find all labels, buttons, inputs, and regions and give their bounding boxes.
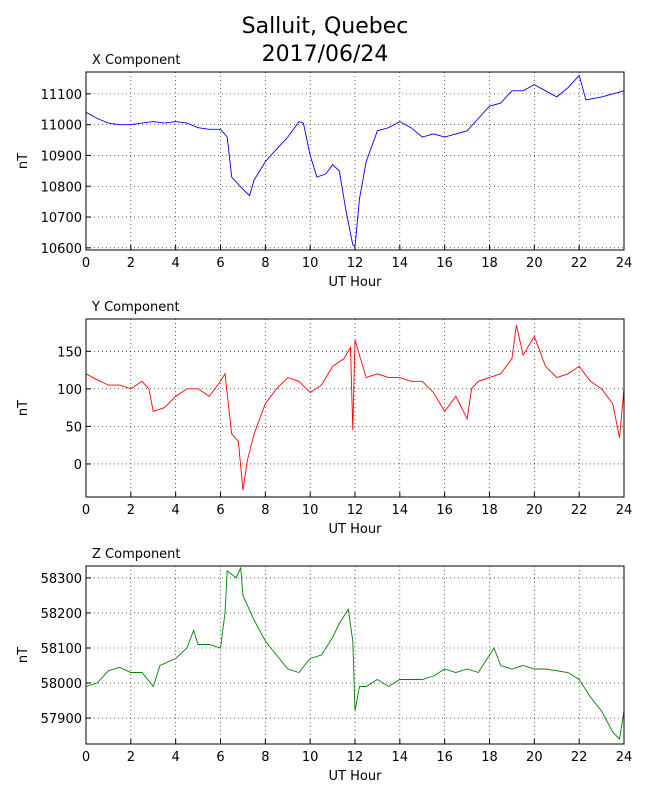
x-tick-label: 8 bbox=[261, 503, 269, 518]
y-tick-label: 11000 bbox=[41, 119, 82, 134]
x-tick-label: 24 bbox=[616, 750, 633, 765]
x-tick-label: 22 bbox=[571, 750, 588, 765]
y-axis-label: nT bbox=[16, 647, 31, 663]
x-tick-label: 24 bbox=[616, 503, 633, 518]
y-tick-label: 58100 bbox=[41, 642, 82, 657]
x-tick-label: 18 bbox=[481, 256, 498, 271]
y-axis-label: nT bbox=[16, 153, 31, 169]
x-tick-label: 20 bbox=[526, 750, 543, 765]
x-tick-label: 2 bbox=[127, 750, 135, 765]
x-tick-label: 14 bbox=[392, 750, 409, 765]
x-tick-label: 18 bbox=[481, 750, 498, 765]
subplot-title: X Component bbox=[92, 53, 181, 68]
y-tick-label: 58300 bbox=[41, 572, 82, 587]
y-tick-label: 58200 bbox=[41, 607, 82, 622]
x-tick-label: 18 bbox=[481, 503, 498, 518]
x-tick-label: 0 bbox=[82, 503, 90, 518]
x-tick-label: 16 bbox=[436, 256, 453, 271]
x-tick-label: 24 bbox=[616, 256, 633, 271]
figure-title: 2017/06/24 bbox=[262, 42, 389, 67]
data-line bbox=[85, 74, 625, 248]
x-tick-label: 12 bbox=[347, 256, 364, 271]
x-tick-label: 0 bbox=[82, 750, 90, 765]
x-tick-label: 16 bbox=[436, 750, 453, 765]
x-tick-label: 0 bbox=[82, 256, 90, 271]
subplot-title: Y Component bbox=[91, 300, 180, 315]
x-tick-label: 4 bbox=[172, 503, 180, 518]
y-tick-label: 50 bbox=[65, 420, 82, 435]
y-tick-label: 57900 bbox=[41, 712, 82, 727]
y-tick-label: 10800 bbox=[41, 180, 82, 195]
figure-title: Salluit, Quebec bbox=[242, 14, 409, 39]
x-tick-label: 22 bbox=[571, 503, 588, 518]
x-tick-label: 6 bbox=[216, 503, 224, 518]
data-line bbox=[85, 567, 625, 741]
x-tick-label: 16 bbox=[436, 503, 453, 518]
x-tick-label: 2 bbox=[127, 256, 135, 271]
x-tick-label: 14 bbox=[392, 503, 409, 518]
x-tick-label: 20 bbox=[526, 256, 543, 271]
y-tick-label: 11100 bbox=[41, 88, 82, 103]
y-tick-label: 10700 bbox=[41, 211, 82, 226]
y-tick-label: 10600 bbox=[41, 242, 82, 257]
x-tick-label: 12 bbox=[347, 503, 364, 518]
x-tick-label: 22 bbox=[571, 256, 588, 271]
x-tick-label: 10 bbox=[302, 256, 319, 271]
y-tick-label: 58000 bbox=[41, 677, 82, 692]
subplot-title: Z Component bbox=[92, 547, 181, 562]
y-tick-label: 100 bbox=[57, 383, 82, 398]
y-axis-label: nT bbox=[16, 400, 31, 416]
x-tick-label: 20 bbox=[526, 503, 543, 518]
y-tick-label: 150 bbox=[57, 345, 82, 360]
x-axis-label: UT Hour bbox=[329, 769, 383, 784]
x-tick-label: 10 bbox=[302, 750, 319, 765]
plot-frame bbox=[85, 565, 625, 745]
y-tick-label: 0 bbox=[74, 458, 82, 473]
x-tick-label: 6 bbox=[216, 750, 224, 765]
plot-frame bbox=[85, 318, 625, 498]
y-tick-label: 10900 bbox=[41, 149, 82, 164]
x-tick-label: 10 bbox=[302, 503, 319, 518]
x-tick-label: 12 bbox=[347, 750, 364, 765]
x-tick-label: 4 bbox=[172, 256, 180, 271]
x-tick-label: 14 bbox=[392, 256, 409, 271]
x-tick-label: 2 bbox=[127, 503, 135, 518]
x-tick-label: 4 bbox=[172, 750, 180, 765]
x-tick-label: 8 bbox=[261, 750, 269, 765]
x-tick-label: 6 bbox=[216, 256, 224, 271]
plot-frame bbox=[85, 71, 625, 251]
x-tick-label: 8 bbox=[261, 256, 269, 271]
x-axis-label: UT Hour bbox=[329, 522, 383, 537]
x-axis-label: UT Hour bbox=[329, 275, 383, 290]
data-line bbox=[85, 324, 625, 491]
